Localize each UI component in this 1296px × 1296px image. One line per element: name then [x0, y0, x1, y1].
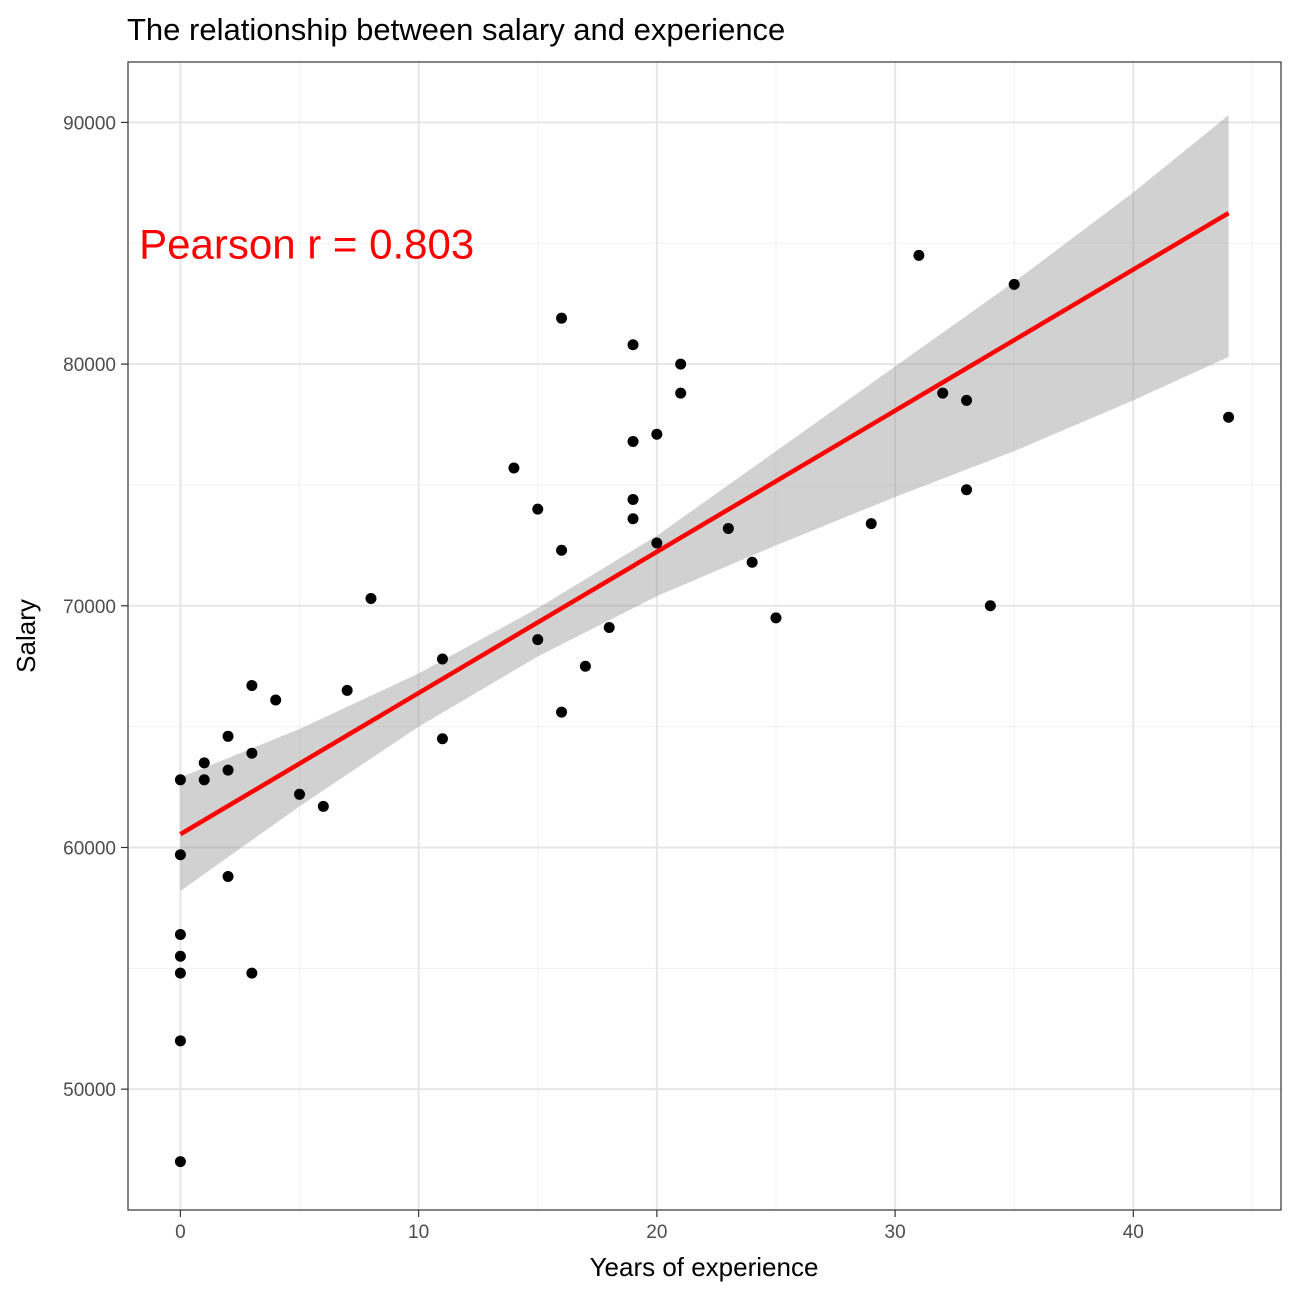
- data-point: [722, 522, 734, 534]
- x-axis-title: Years of experience: [590, 1252, 819, 1282]
- data-point: [627, 339, 639, 351]
- data-point: [222, 764, 234, 776]
- data-point: [770, 612, 782, 624]
- data-point: [603, 622, 615, 634]
- data-point: [174, 928, 186, 940]
- data-point: [675, 387, 687, 399]
- data-point: [532, 634, 544, 646]
- data-point: [1223, 411, 1235, 423]
- x-tick-label: 20: [646, 1222, 667, 1243]
- data-point: [341, 684, 353, 696]
- data-point: [294, 788, 306, 800]
- data-point: [865, 518, 877, 530]
- data-point: [246, 747, 258, 759]
- pearson-annotation: Pearson r = 0.803: [139, 220, 474, 267]
- data-point: [365, 593, 377, 605]
- y-tick-label: 90000: [63, 113, 116, 134]
- data-point: [532, 503, 544, 515]
- data-point: [651, 428, 663, 440]
- data-point: [436, 653, 448, 665]
- data-point: [198, 774, 210, 786]
- data-point: [317, 800, 329, 812]
- confidence-band: [180, 115, 1229, 891]
- fit-line-layer: [179, 211, 1230, 837]
- data-point: [222, 870, 234, 882]
- confidence-band-layer: [180, 115, 1229, 891]
- data-point: [174, 1035, 186, 1047]
- data-points: [174, 249, 1235, 1168]
- regression-line: [179, 211, 1230, 837]
- data-point: [961, 484, 973, 496]
- data-point: [246, 680, 258, 692]
- data-point: [579, 660, 591, 672]
- data-point: [508, 462, 520, 474]
- data-point: [246, 967, 258, 979]
- data-point: [627, 493, 639, 505]
- y-tick-label: 70000: [63, 597, 116, 618]
- data-point: [675, 358, 687, 370]
- data-point: [651, 537, 663, 549]
- x-tick-label: 10: [408, 1222, 429, 1243]
- data-point: [174, 950, 186, 962]
- data-point: [746, 556, 758, 568]
- data-point: [984, 600, 996, 612]
- data-point: [556, 312, 568, 324]
- data-point: [222, 730, 234, 742]
- data-point: [556, 544, 568, 556]
- chart-title: The relationship between salary and expe…: [127, 12, 785, 47]
- data-point: [174, 1156, 186, 1168]
- data-point: [174, 967, 186, 979]
- x-tick-label: 30: [885, 1222, 906, 1243]
- data-point: [198, 757, 210, 769]
- data-point: [1008, 278, 1020, 290]
- x-tick-label: 0: [175, 1222, 186, 1243]
- data-point: [627, 435, 639, 447]
- annotation-layer: Pearson r = 0.803: [139, 220, 474, 267]
- data-point: [961, 394, 973, 406]
- data-point: [270, 694, 282, 706]
- y-axis: 50000 60000 70000 80000 90000: [63, 113, 128, 1101]
- x-axis: 0 10 20 30 40: [175, 1210, 1144, 1243]
- x-tick-label: 40: [1123, 1222, 1144, 1243]
- grid-major: [128, 62, 1281, 1210]
- data-point: [174, 849, 186, 861]
- data-point: [913, 249, 925, 261]
- y-tick-label: 80000: [63, 355, 116, 376]
- y-axis-title: Salary: [11, 599, 41, 673]
- data-point: [556, 706, 568, 718]
- data-point: [436, 733, 448, 745]
- y-tick-label: 60000: [63, 838, 116, 859]
- panel-border: [127, 61, 1282, 1211]
- data-point: [174, 774, 186, 786]
- y-tick-label: 50000: [63, 1080, 116, 1101]
- data-point: [937, 387, 949, 399]
- data-point: [627, 513, 639, 525]
